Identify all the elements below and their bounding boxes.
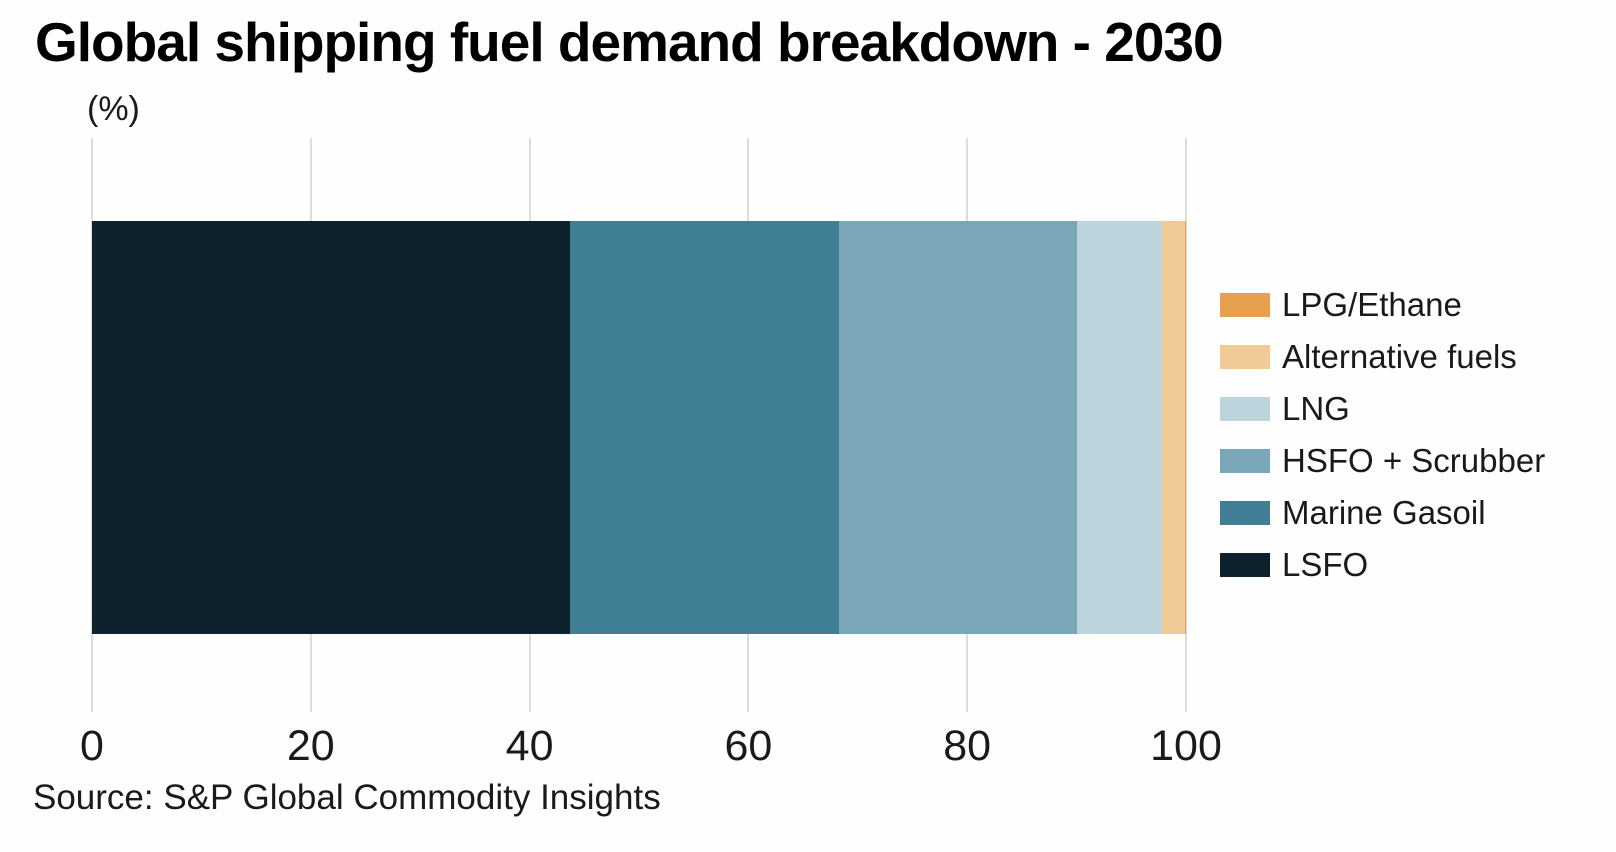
legend-item-lng: LNG	[1220, 390, 1545, 427]
legend-label-alternative-fuels: Alternative fuels	[1282, 338, 1517, 375]
legend: LPG/Ethane Alternative fuels LNG HSFO + Scr…	[1220, 286, 1545, 605]
x-axis-tick-labels: 0 20 40 60 80 100	[80, 722, 1222, 772]
bar-segment-lpg-ethane	[1184, 221, 1186, 634]
legend-swatch-alternative-fuels	[1220, 345, 1270, 369]
legend-label-hsfo-scrubber: HSFO + Scrubber	[1282, 442, 1546, 479]
legend-label-lsfo: LSFO	[1282, 546, 1369, 583]
legend-swatch-lsfo	[1220, 553, 1270, 577]
bar-segment-lsfo	[92, 221, 571, 634]
legend-label-marine-gasoil: Marine Gasoil	[1282, 494, 1486, 531]
plot-area	[91, 138, 1187, 712]
unit-label: (%)	[87, 90, 140, 128]
chart-title: Global shipping fuel demand breakdown - …	[35, 11, 1224, 73]
bar-segment-hsfo-scrubber	[839, 221, 1077, 634]
bar-segment-alternative-fuels	[1161, 221, 1185, 634]
legend-item-hsfo-scrubber: HSFO + Scrubber	[1220, 442, 1545, 479]
legend-label-lpg-ethane: LPG/Ethane	[1282, 286, 1462, 323]
legend-swatch-lpg-ethane	[1220, 293, 1270, 317]
x-tick-label-80: 80	[943, 722, 992, 770]
legend-swatch-lng	[1220, 397, 1270, 421]
x-tick-label-100: 100	[1150, 722, 1222, 770]
legend-item-lpg-ethane: LPG/Ethane	[1220, 286, 1545, 323]
x-tick-label-60: 60	[724, 722, 773, 770]
legend-swatch-hsfo-scrubber	[1220, 449, 1270, 473]
stacked-bar	[92, 221, 1186, 634]
bar-segment-marine-gasoil	[570, 221, 840, 634]
legend-item-marine-gasoil: Marine Gasoil	[1220, 494, 1545, 531]
x-tick-label-0: 0	[80, 722, 104, 770]
x-tick-label-40: 40	[505, 722, 554, 770]
legend-item-alternative-fuels: Alternative fuels	[1220, 338, 1545, 375]
legend-label-lng: LNG	[1282, 390, 1350, 427]
x-tick-label-20: 20	[286, 722, 335, 770]
gridline-100	[1185, 138, 1187, 712]
source-note: Source: S&P Global Commodity Insights	[33, 778, 661, 817]
legend-item-lsfo: LSFO	[1220, 546, 1545, 583]
bar-segment-lng	[1076, 221, 1162, 634]
legend-swatch-marine-gasoil	[1220, 501, 1270, 525]
